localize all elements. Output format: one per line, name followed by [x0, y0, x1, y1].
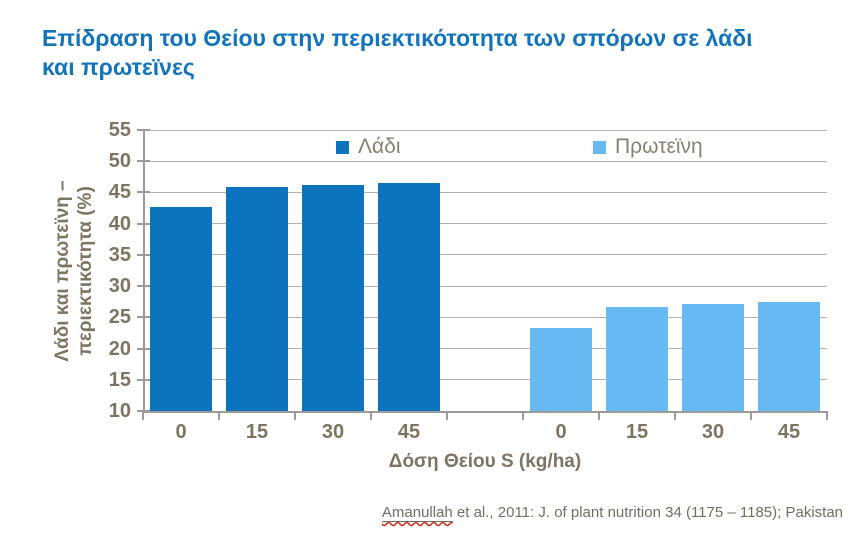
citation-text: et al., 2011: J. of plant nutrition 34 (…: [452, 504, 843, 521]
y-tick-label: 10: [108, 400, 131, 422]
y-tick-mark: [137, 222, 150, 225]
x-tick-mark: [142, 411, 144, 420]
x-tick-mark: [218, 411, 220, 420]
x-tick-label: 15: [245, 421, 269, 443]
y-tick-label: 50: [108, 150, 131, 173]
gridline: [143, 254, 827, 256]
y-tick-label: 30: [108, 275, 131, 298]
bar-Λάδι-15: [226, 187, 288, 411]
bar-Πρωτεϊνη-15: [606, 306, 668, 411]
bar-Λάδι-30: [302, 184, 364, 411]
plot-area: Λάδι Πρωτεϊνη 10 15 20 25 30 35 40 45 50 55 0 15 30 4…: [109, 119, 828, 443]
y-tick-label: 25: [108, 306, 131, 329]
chart-title-line-1: Επίδραση του Θείου στην περιεκτικότοτητα…: [42, 25, 753, 51]
gridline: [143, 379, 827, 381]
x-tick-mark: [750, 411, 752, 420]
y-tick-label: 15: [108, 368, 131, 391]
y-tick-label: 35: [108, 243, 131, 266]
x-tick-mark: [446, 411, 448, 420]
gridline: [143, 348, 827, 350]
x-tick-mark: [598, 411, 600, 420]
gridline: [143, 160, 827, 162]
x-tick-label: 0: [175, 421, 187, 443]
y-tick-mark: [137, 285, 150, 288]
bar-Λάδι-45: [378, 183, 440, 411]
x-axis-line: [143, 411, 827, 413]
x-tick-label: 30: [701, 421, 725, 443]
citation: Amanullah et al., 2011: J. of plant nutr…: [382, 504, 843, 521]
x-tick-label: 0: [555, 421, 567, 443]
x-tick-label: 45: [397, 421, 421, 443]
y-tick-label: 40: [108, 212, 131, 235]
bar-Πρωτεϊνη-0: [530, 327, 592, 411]
chart-title: Επίδραση του Θείου στην περιεκτικότοτητα…: [42, 24, 832, 82]
legend-item-oil: Λάδι: [336, 135, 401, 159]
x-tick-mark: [294, 411, 296, 420]
y-axis-line: [143, 130, 145, 411]
x-axis-title: Δόση Θείου S (kg/ha): [388, 451, 582, 472]
oil-legend-label: Λάδι: [358, 135, 401, 158]
gridline: [143, 316, 827, 318]
y-tick-mark: [137, 160, 150, 163]
x-tick-label: 45: [777, 421, 801, 443]
y-tick-label: 55: [108, 119, 131, 141]
x-tick-mark: [370, 411, 372, 420]
protein-legend-swatch: [593, 140, 606, 154]
y-tick-mark: [137, 129, 150, 131]
gridline: [143, 191, 827, 193]
citation-author: Amanullah: [381, 504, 453, 521]
bar-Πρωτεϊνη-30: [682, 303, 744, 411]
legend-item-protein: Πρωτεϊνη: [593, 135, 703, 159]
protein-legend-label: Πρωτεϊνη: [615, 135, 703, 158]
gridline: [143, 129, 827, 131]
y-tick-label: 20: [108, 337, 131, 360]
x-tick-label: 30: [321, 421, 345, 443]
x-tick-mark: [674, 411, 676, 420]
bar-Πρωτεϊνη-45: [758, 302, 820, 411]
y-tick-mark: [137, 316, 150, 319]
y-tick-label: 45: [108, 181, 131, 204]
y-tick-mark: [137, 253, 150, 256]
x-tick-mark: [826, 411, 828, 420]
y-tick-mark: [137, 347, 150, 350]
x-tick-mark: [522, 411, 524, 420]
x-tick-label: 15: [625, 421, 649, 443]
y-tick-mark: [137, 191, 150, 194]
gridline: [143, 285, 827, 287]
chart-title-line-2: και πρωτεϊνες: [42, 54, 195, 80]
oil-legend-swatch: [336, 140, 349, 154]
bar-Λάδι-0: [150, 206, 212, 411]
y-tick-mark: [137, 378, 150, 381]
gridline: [143, 223, 827, 225]
